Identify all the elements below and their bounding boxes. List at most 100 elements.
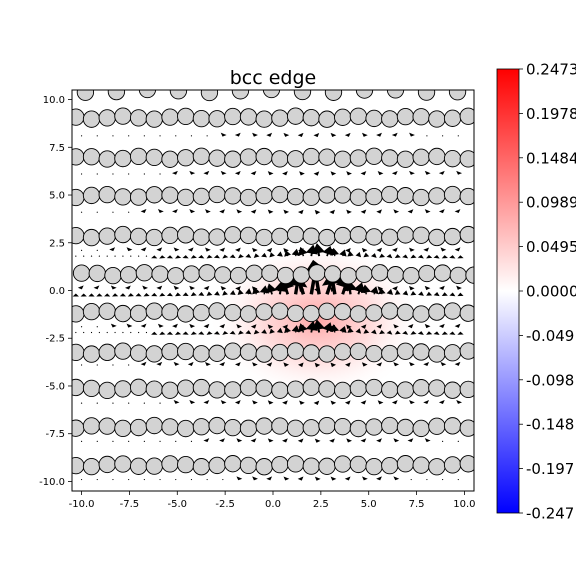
displacement-arrow — [426, 478, 428, 481]
atom — [334, 455, 352, 473]
atom — [302, 109, 320, 127]
displacement-arrow — [322, 322, 334, 333]
displacement-arrow — [143, 173, 145, 175]
atom — [161, 381, 179, 399]
displacement-arrow — [235, 286, 241, 291]
atom — [318, 416, 336, 435]
atom — [208, 456, 226, 475]
atom — [145, 186, 163, 204]
atom — [255, 458, 273, 476]
displacement-arrow — [189, 209, 196, 214]
atom — [224, 381, 242, 399]
atom — [82, 148, 101, 166]
atom — [192, 187, 211, 206]
atom — [239, 343, 258, 361]
displacement-arrow — [282, 438, 288, 443]
displacement-arrow — [252, 400, 258, 405]
atom — [72, 148, 85, 166]
displacement-arrow — [159, 478, 161, 481]
atom — [355, 265, 373, 283]
displacement-arrow — [409, 400, 415, 405]
displacement-arrow — [259, 285, 270, 295]
displacement-arrow — [393, 362, 400, 367]
atom — [302, 227, 320, 245]
displacement-arrow — [80, 249, 83, 251]
atom — [308, 264, 326, 282]
atom — [72, 188, 85, 207]
displacement-arrow — [110, 323, 117, 328]
displacement-arrow — [441, 255, 448, 259]
displacement-arrow — [313, 171, 320, 176]
atom — [145, 110, 163, 128]
displacement-arrow — [72, 293, 79, 297]
atom — [381, 149, 399, 167]
displacement-arrow — [283, 209, 290, 214]
atom — [145, 416, 163, 435]
displacement-arrow — [190, 440, 193, 442]
atom — [459, 304, 474, 322]
displacement-arrow — [190, 135, 193, 137]
atom — [318, 380, 336, 398]
atom — [271, 455, 289, 474]
displacement-arrow — [329, 438, 335, 443]
displacement-arrow — [83, 255, 85, 257]
displacement-arrow — [339, 325, 347, 334]
displacement-arrow — [112, 478, 114, 481]
y-tick-label: 7.5 — [49, 143, 65, 154]
y-tick-label: 2.5 — [49, 238, 65, 249]
displacement-arrow — [175, 440, 177, 442]
atom — [129, 378, 148, 396]
atom — [255, 379, 273, 397]
colorbar-tick-label: 0.1978 — [526, 105, 576, 123]
displacement-arrow — [252, 476, 258, 481]
atom — [114, 342, 132, 360]
displacement-arrow — [96, 364, 98, 366]
displacement-arrow — [203, 400, 210, 405]
displacement-arrow — [198, 331, 205, 335]
atom — [302, 304, 320, 323]
displacement-arrow — [393, 209, 400, 214]
atom — [396, 381, 415, 399]
atom — [286, 304, 305, 323]
displacement-arrow — [424, 438, 431, 443]
atom — [349, 342, 368, 360]
atom — [271, 417, 289, 435]
displacement-arrow — [266, 247, 273, 253]
displacement-arrow — [151, 292, 158, 297]
atom — [334, 108, 352, 126]
atom — [271, 343, 289, 362]
displacement-arrow — [438, 209, 445, 214]
displacement-arrow — [213, 254, 220, 259]
atom — [98, 417, 116, 435]
atom — [161, 186, 179, 204]
plot-area — [72, 90, 474, 491]
displacement-arrow — [156, 285, 163, 290]
atom — [114, 149, 132, 168]
colorbar-tick-label: -0.148 — [526, 416, 574, 434]
atom — [177, 226, 195, 244]
displacement-arrow — [213, 331, 220, 335]
atom — [428, 417, 446, 435]
displacement-arrow — [261, 329, 267, 334]
displacement-arrow — [253, 253, 260, 258]
atom — [396, 455, 415, 473]
displacement-arrow — [284, 250, 292, 257]
displacement-arrow — [299, 171, 305, 176]
atom — [459, 187, 474, 206]
atom — [276, 266, 295, 285]
displacement-arrow — [297, 476, 304, 481]
displacement-arrow — [267, 438, 274, 443]
displacement-arrow — [346, 209, 352, 214]
atom — [224, 455, 242, 473]
atom — [192, 458, 211, 476]
atom — [334, 226, 352, 245]
atom — [72, 378, 85, 397]
displacement-arrow — [423, 400, 430, 405]
atom — [239, 305, 258, 323]
atom — [402, 267, 420, 285]
displacement-arrow — [344, 132, 351, 137]
atom — [428, 345, 446, 363]
displacement-arrow — [426, 254, 433, 259]
atom — [151, 265, 169, 283]
atom — [286, 380, 305, 398]
